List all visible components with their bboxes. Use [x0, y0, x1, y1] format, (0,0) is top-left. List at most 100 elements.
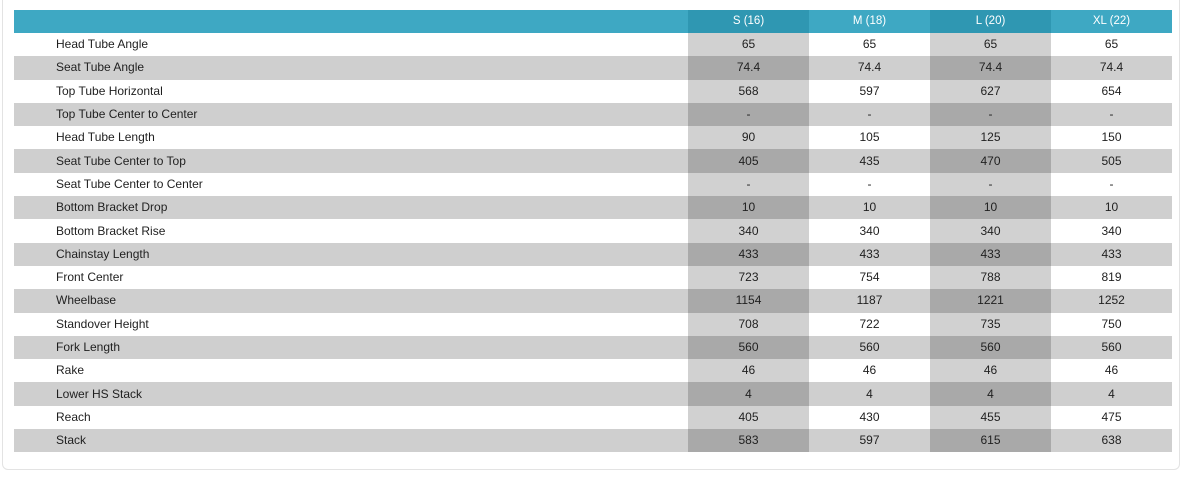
- row-label: Top Tube Center to Center: [14, 102, 688, 127]
- cell-m: 10: [809, 196, 930, 220]
- table-row: Bottom Bracket Drop 10 10 10 10: [14, 196, 1172, 220]
- row-label: Top Tube Horizontal: [14, 79, 688, 103]
- table-header-row: S (16) M (18) L (20) XL (22): [14, 10, 1172, 33]
- cell-s: 90: [688, 126, 809, 150]
- row-label: Front Center: [14, 265, 688, 290]
- row-label: Fork Length: [14, 335, 688, 360]
- cell-s: -: [688, 102, 809, 127]
- cell-s: 1154: [688, 289, 809, 313]
- table-row: Seat Tube Angle 74.4 74.4 74.4 74.4: [14, 56, 1172, 80]
- cell-m: 754: [809, 265, 930, 290]
- row-label: Bottom Bracket Drop: [14, 196, 688, 220]
- table-row: Seat Tube Center to Center - - - -: [14, 172, 1172, 197]
- row-label: Stack: [14, 429, 688, 453]
- cell-s: 560: [688, 335, 809, 360]
- cell-xl: 10: [1051, 196, 1172, 220]
- table-row: Top Tube Center to Center - - - -: [14, 102, 1172, 127]
- cell-l: 65: [930, 33, 1051, 57]
- cell-l: 788: [930, 265, 1051, 290]
- row-label: Rake: [14, 359, 688, 383]
- cell-s: 723: [688, 265, 809, 290]
- cell-m: 1187: [809, 289, 930, 313]
- cell-xl: 1252: [1051, 289, 1172, 313]
- cell-l: 46: [930, 359, 1051, 383]
- cell-xl: 74.4: [1051, 56, 1172, 80]
- cell-l: 627: [930, 79, 1051, 103]
- cell-xl: 560: [1051, 335, 1172, 360]
- cell-m: -: [809, 172, 930, 197]
- cell-s: 74.4: [688, 56, 809, 80]
- cell-s: -: [688, 172, 809, 197]
- table-row: Front Center 723 754 788 819: [14, 265, 1172, 290]
- cell-m: 560: [809, 335, 930, 360]
- table-row: Head Tube Length 90 105 125 150: [14, 126, 1172, 150]
- table-row: Seat Tube Center to Top 405 435 470 505: [14, 149, 1172, 173]
- cell-xl: 433: [1051, 242, 1172, 266]
- cell-s: 708: [688, 312, 809, 336]
- cell-m: 435: [809, 149, 930, 173]
- cell-xl: 4: [1051, 382, 1172, 406]
- cell-m: 430: [809, 405, 930, 430]
- cell-m: 597: [809, 79, 930, 103]
- cell-l: 125: [930, 126, 1051, 150]
- row-label: Seat Tube Center to Top: [14, 149, 688, 173]
- row-label: Head Tube Length: [14, 126, 688, 150]
- table-row: Bottom Bracket Rise 340 340 340 340: [14, 219, 1172, 243]
- geometry-card: S (16) M (18) L (20) XL (22) Head Tube A…: [2, 0, 1180, 470]
- cell-xl: 638: [1051, 429, 1172, 453]
- cell-m: 433: [809, 242, 930, 266]
- row-label: Standover Height: [14, 312, 688, 336]
- cell-m: 105: [809, 126, 930, 150]
- cell-m: 4: [809, 382, 930, 406]
- cell-l: 74.4: [930, 56, 1051, 80]
- cell-xl: 505: [1051, 149, 1172, 173]
- row-label: Seat Tube Center to Center: [14, 172, 688, 197]
- cell-l: 433: [930, 242, 1051, 266]
- cell-xl: 819: [1051, 265, 1172, 290]
- table-row: Rake 46 46 46 46: [14, 359, 1172, 383]
- table-row: Reach 405 430 455 475: [14, 405, 1172, 430]
- cell-l: 735: [930, 312, 1051, 336]
- cell-m: 65: [809, 33, 930, 57]
- cell-s: 65: [688, 33, 809, 57]
- row-label: Head Tube Angle: [14, 33, 688, 57]
- cell-l: 1221: [930, 289, 1051, 313]
- row-label: Lower HS Stack: [14, 382, 688, 406]
- cell-l: 4: [930, 382, 1051, 406]
- cell-xl: 65: [1051, 33, 1172, 57]
- cell-s: 46: [688, 359, 809, 383]
- size-header-m[interactable]: M (18): [852, 15, 887, 27]
- cell-m: 74.4: [809, 56, 930, 80]
- size-header-s[interactable]: S (16): [688, 10, 809, 33]
- label-column-header: [14, 10, 688, 33]
- cell-l: 470: [930, 149, 1051, 173]
- row-label: Wheelbase: [14, 289, 688, 313]
- cell-xl: -: [1051, 102, 1172, 127]
- cell-s: 405: [688, 405, 809, 430]
- cell-m: 46: [809, 359, 930, 383]
- row-label: Seat Tube Angle: [14, 56, 688, 80]
- cell-l: 560: [930, 335, 1051, 360]
- cell-s: 433: [688, 242, 809, 266]
- cell-m: 597: [809, 429, 930, 453]
- cell-xl: 340: [1051, 219, 1172, 243]
- cell-m: 722: [809, 312, 930, 336]
- cell-xl: -: [1051, 172, 1172, 197]
- cell-l: -: [930, 102, 1051, 127]
- size-header-l[interactable]: L (20): [930, 10, 1051, 33]
- row-label: Bottom Bracket Rise: [14, 219, 688, 243]
- cell-s: 10: [688, 196, 809, 220]
- cell-s: 583: [688, 429, 809, 453]
- cell-l: 10: [930, 196, 1051, 220]
- table-row: Head Tube Angle 65 65 65 65: [14, 33, 1172, 57]
- cell-m: 340: [809, 219, 930, 243]
- table-row: Fork Length 560 560 560 560: [14, 335, 1172, 360]
- cell-xl: 150: [1051, 126, 1172, 150]
- size-header-xl[interactable]: XL (22): [1092, 15, 1131, 27]
- cell-xl: 475: [1051, 405, 1172, 430]
- table-body: Head Tube Angle 65 65 65 65 Seat Tube Angle 74…: [14, 33, 1172, 453]
- cell-s: 568: [688, 79, 809, 103]
- table-row: Wheelbase 1154 1187 1221 1252: [14, 289, 1172, 313]
- cell-l: 455: [930, 405, 1051, 430]
- geometry-table: S (16) M (18) L (20) XL (22) Head Tube A…: [14, 10, 1172, 453]
